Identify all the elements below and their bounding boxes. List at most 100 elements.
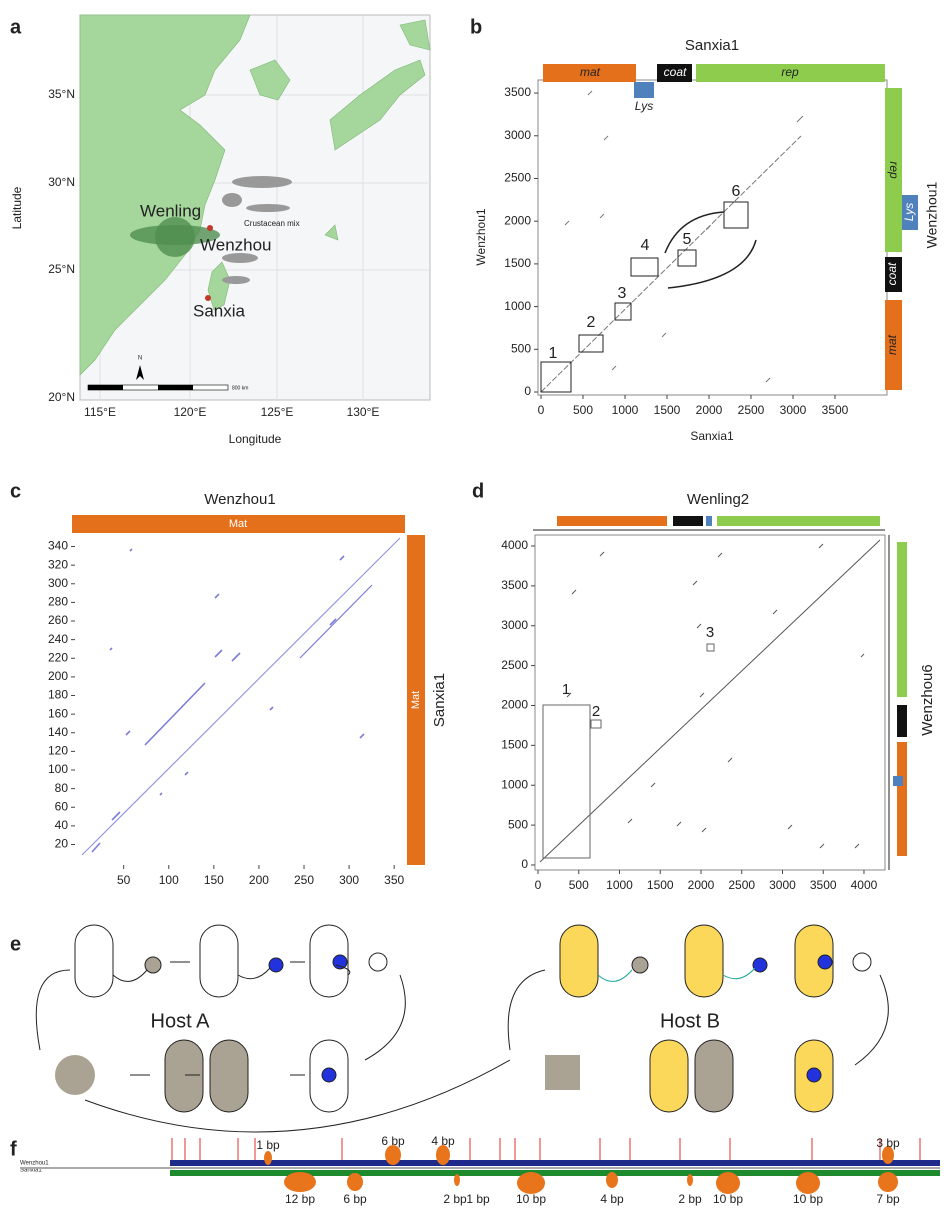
place: Wenzhou (200, 235, 272, 254)
x-tick-label: 50 (117, 873, 131, 887)
box-label: 1 (549, 345, 558, 362)
gene-label: Mat (229, 518, 247, 530)
row-label: Wenzhou1 (20, 1161, 49, 1167)
y-tick-label: 20°N (48, 390, 75, 404)
gap-blob (264, 1145, 898, 1194)
gene-label: Lys (902, 203, 916, 221)
place: Sanxia (193, 301, 246, 320)
dot-plot (540, 90, 804, 393)
gap-label: 12 bp (285, 1192, 315, 1206)
y-tick-label: 2500 (504, 171, 531, 185)
plot-frame (537, 79, 888, 396)
y-tick-label: 220 (48, 650, 68, 664)
x-tick-label: 1000 (612, 403, 639, 417)
gap-label: 4 bp (431, 1134, 455, 1148)
gene-bar (634, 82, 654, 98)
gap-label: 1 bp (256, 1138, 280, 1152)
panel-title: Wenling2 (687, 491, 749, 508)
dot-plot (539, 539, 881, 863)
annotation: Crustacean mix (244, 219, 300, 228)
y-tick-label: 30°N (48, 175, 75, 189)
gene-label: coat (664, 65, 687, 79)
y-tick-label: 3500 (504, 85, 531, 99)
gene-bar (897, 742, 907, 856)
protein-bar (170, 1170, 940, 1176)
host-label: Host B (660, 1010, 720, 1032)
gap-label: 10 bp (516, 1192, 546, 1206)
y-tick-label: 3000 (504, 128, 531, 142)
gene-bar (407, 535, 425, 865)
x-tick-label: 1000 (606, 878, 633, 892)
y-tick-label: 140 (48, 725, 68, 739)
gene-label: rep (781, 65, 799, 79)
box-label: 1 (562, 681, 570, 698)
y-tick-label: 25°N (48, 262, 75, 276)
x-axis-label: Sanxia1 (690, 429, 734, 443)
gene-bar (885, 300, 902, 390)
y-tick-label: 2000 (501, 698, 528, 712)
gap-label: 1 bp (466, 1192, 490, 1206)
panel-label: e (10, 933, 21, 955)
x-tick-label: 4000 (851, 878, 878, 892)
gene-bar (885, 257, 902, 292)
host-label: Host A (151, 1010, 211, 1032)
y-tick-label: 260 (48, 613, 68, 627)
x-tick-label: 2000 (696, 403, 723, 417)
y-tick-label: 340 (48, 539, 68, 553)
region-box (540, 201, 757, 393)
site (205, 295, 211, 301)
x-tick-label: 115°E (84, 405, 116, 419)
box-label: 6 (732, 183, 741, 200)
gap-label: 3 bp (876, 1136, 900, 1150)
y-axis-label: Wenzhou1 (474, 208, 488, 265)
y-tick-label: 1000 (504, 299, 531, 313)
panel-title: Wenzhou1 (204, 491, 275, 508)
gap-label: 4 bp (600, 1192, 624, 1206)
y-tick-label: 3000 (501, 618, 528, 632)
panel-c: c Wenzhou1 Mat Mat Sanxia1 (10, 480, 448, 865)
right-title: Wenzhou6 (919, 664, 936, 735)
y-tick-label: 1500 (501, 738, 528, 752)
y-tick-label: 500 (511, 341, 531, 355)
y-tick-label: 300 (48, 576, 68, 590)
y-tick-label: 240 (48, 632, 68, 646)
gene-bar (885, 88, 902, 252)
mismatch-ticks (171, 1138, 921, 1160)
gap-label: 2 bp (678, 1192, 702, 1206)
protein-bar (170, 1160, 940, 1166)
x-tick-label: 3000 (769, 878, 796, 892)
y-tick-label: 0 (524, 384, 531, 398)
scale-label: 800 km (232, 385, 248, 391)
box-label: 4 (641, 237, 650, 254)
gene-bar (72, 515, 405, 533)
gene-bar (657, 64, 692, 82)
y-tick-label: 20 (55, 837, 69, 851)
x-tick-label: 3500 (810, 878, 837, 892)
y-tick-label: 120 (48, 744, 68, 758)
gene-bar (673, 516, 703, 526)
plot-frame (534, 534, 886, 871)
x-tick-label: 200 (249, 873, 269, 887)
y-axis-label: Latitude (10, 186, 24, 229)
y-tick-label: 320 (48, 557, 68, 571)
y-tick-label: 80 (55, 781, 69, 795)
gene-bar (902, 195, 918, 230)
land (79, 14, 431, 376)
gap-label: 10 bp (713, 1192, 743, 1206)
x-tick-label: 350 (384, 873, 404, 887)
x-tick-label: 1500 (647, 878, 674, 892)
y-tick-label: 280 (48, 595, 68, 609)
x-tick-label: 0 (538, 403, 545, 417)
gene-bar (543, 64, 636, 82)
gap-label: 6 bp (343, 1192, 367, 1206)
panel-a: a Wenling Wenzhou Sanxia Crustacean mix … (10, 14, 431, 446)
gene-label: mat (885, 334, 899, 355)
y-tick-label: 100 (48, 762, 68, 776)
box-label: 5 (683, 231, 692, 248)
y-tick-label: 200 (48, 669, 68, 683)
x-tick-label: 250 (294, 873, 314, 887)
gene-bar (893, 776, 903, 786)
crustacean-icons (222, 176, 292, 284)
panel-f: f Wenzhou1 Sanxia1 1 bp 6 bp 4 bp 3 bp 1… (10, 1134, 940, 1206)
